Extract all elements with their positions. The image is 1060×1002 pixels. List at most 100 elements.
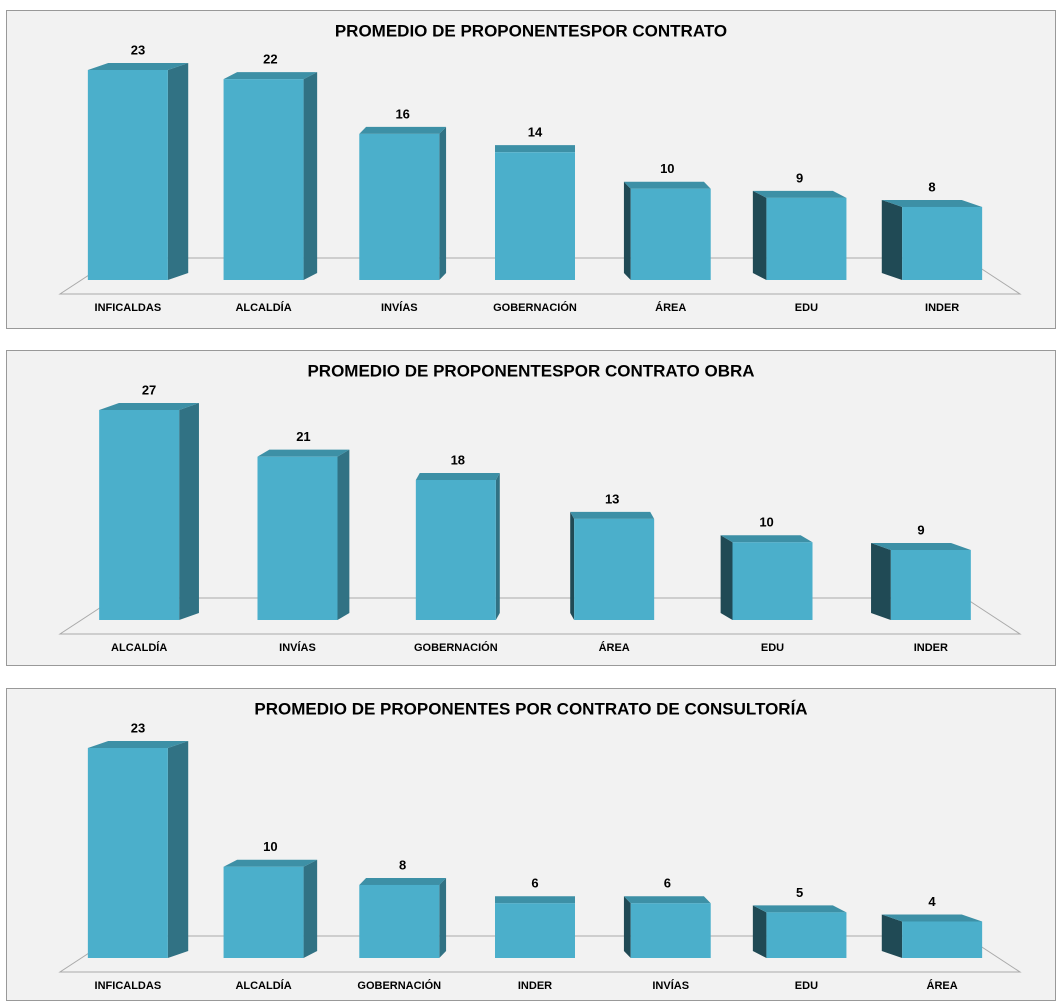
data-label: 8	[399, 857, 406, 872]
bar	[223, 72, 318, 280]
bar-top	[752, 190, 847, 198]
data-label: 23	[131, 720, 145, 735]
bar	[881, 914, 983, 958]
bar-front	[766, 197, 847, 280]
data-label: 10	[660, 161, 674, 176]
bar-side	[752, 190, 767, 280]
x-tick-label: INVÍAS	[381, 301, 418, 314]
data-label: 22	[263, 52, 277, 67]
bar	[87, 741, 189, 958]
x-tick-label: INVÍAS	[279, 641, 316, 654]
data-label: 18	[451, 452, 465, 467]
bar-top	[223, 72, 318, 80]
data-label: 4	[928, 894, 936, 909]
chart-title: PROMEDIO DE PROPONENTESPOR CONTRATO	[335, 21, 727, 40]
bar-front	[223, 866, 304, 958]
bar	[623, 181, 711, 280]
data-label: 5	[796, 885, 803, 900]
data-label: 9	[796, 170, 803, 185]
bar-side	[871, 543, 891, 620]
bar-front	[574, 518, 655, 620]
chart: PROMEDIO DE PROPONENTESPOR CONTRATO OBRA…	[6, 350, 1056, 666]
bar-front	[495, 152, 575, 280]
bar-front	[630, 188, 711, 280]
bar	[359, 126, 447, 280]
bar-top	[223, 859, 318, 867]
bar-side	[303, 859, 318, 958]
bar-side	[570, 511, 575, 620]
bar	[752, 905, 847, 958]
bar-top	[257, 449, 350, 457]
bar-top	[570, 511, 655, 519]
bar-top	[871, 543, 971, 550]
bar	[495, 145, 575, 280]
bar-top	[752, 905, 847, 913]
data-label: 9	[917, 522, 924, 537]
bar-front	[902, 206, 983, 280]
bar-front	[87, 70, 168, 280]
bar-side	[752, 905, 767, 958]
bar-front	[359, 884, 440, 958]
bar-front	[359, 133, 440, 280]
bar	[257, 449, 350, 620]
chart-title: PROMEDIO DE PROPONENTESPOR CONTRATO OBRA	[307, 361, 754, 380]
bar	[359, 877, 447, 958]
bar-side	[495, 473, 500, 620]
data-label: 6	[531, 876, 538, 891]
bar-side	[720, 535, 733, 620]
x-tick-label: INFICALDAS	[95, 980, 162, 992]
bar	[415, 473, 500, 620]
chart: PROMEDIO DE PROPONENTESPOR CONTRATO INFIC…	[6, 10, 1056, 329]
bar-front	[890, 550, 971, 620]
x-tick-label: INVÍAS	[652, 979, 689, 992]
bar-front	[99, 410, 180, 620]
bar-top	[495, 896, 575, 904]
x-tick-label: ÁREA	[927, 979, 958, 992]
bar	[495, 896, 575, 958]
bar	[99, 403, 199, 620]
data-label: 10	[263, 839, 277, 854]
data-label: 6	[664, 876, 671, 891]
bar-side	[623, 181, 631, 280]
x-tick-label: ÁREA	[655, 301, 686, 314]
data-label: 21	[296, 429, 310, 444]
x-tick-label: EDU	[795, 980, 818, 992]
bar-top	[623, 181, 711, 189]
bar-front	[495, 903, 575, 958]
bar-side	[179, 403, 199, 620]
bar-top	[881, 199, 983, 207]
x-tick-label: ÁREA	[599, 641, 630, 654]
x-tick-label: ALCALDÍA	[111, 641, 167, 654]
bar-side	[623, 896, 631, 958]
data-label: 16	[395, 106, 409, 121]
bar-side	[439, 877, 447, 958]
bar-side	[881, 199, 903, 280]
bar-front	[766, 912, 847, 958]
data-label: 10	[759, 515, 773, 530]
bar-side	[337, 449, 350, 620]
x-tick-label: INDER	[518, 980, 552, 992]
bar-top	[720, 535, 813, 543]
bar-top	[99, 403, 199, 410]
x-tick-label: ALCALDÍA	[235, 979, 291, 992]
x-tick-label: GOBERNACIÓN	[493, 301, 577, 314]
bar-front	[415, 480, 496, 620]
bar-front	[223, 79, 304, 280]
bar-top	[881, 914, 983, 922]
bar-top	[359, 877, 447, 885]
bar	[881, 199, 983, 280]
data-label: 13	[605, 491, 619, 506]
bar-side	[303, 72, 318, 280]
data-label: 27	[142, 382, 156, 397]
bar	[720, 535, 813, 620]
bar-top	[495, 145, 575, 153]
x-tick-label: EDU	[761, 642, 784, 654]
bar	[223, 859, 318, 958]
bar-front	[257, 456, 338, 620]
x-tick-label: GOBERNACIÓN	[357, 979, 441, 992]
bar-side	[881, 914, 903, 958]
bar	[871, 543, 971, 620]
bar	[87, 63, 189, 280]
bar	[752, 190, 847, 280]
